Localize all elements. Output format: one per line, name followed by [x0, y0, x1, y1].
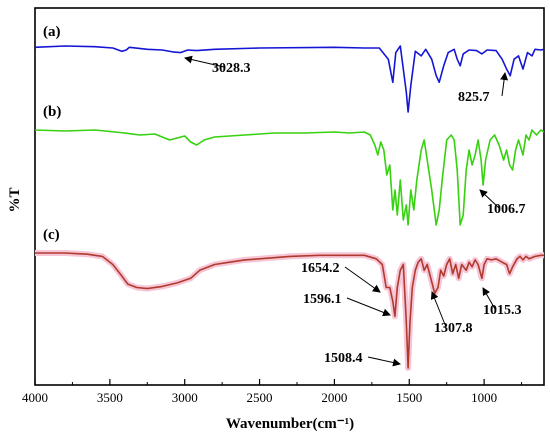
series-c-halo	[35, 250, 544, 371]
x-axis-title: Wavenumber(cm⁻¹)	[226, 416, 354, 432]
series-label-3: (c)	[43, 227, 60, 243]
x-tick-label: 1000	[471, 390, 497, 405]
x-tick-label: 1500	[396, 390, 422, 405]
x-tick-label: 2500	[247, 390, 273, 405]
series-line-2	[34, 129, 545, 226]
annotation-leader	[500, 72, 509, 97]
annotation-leader	[346, 297, 391, 317]
series-line-3	[35, 252, 544, 369]
annotation-leader	[430, 291, 447, 328]
peak-label: 1307.8	[434, 321, 473, 336]
series-line-1	[34, 45, 545, 113]
annotation-leader	[482, 287, 496, 310]
x-axis: 4000 3500 3000 2500 2000 1500 1000	[22, 379, 523, 405]
annotation-layer: 3028.3 825.7 1006.7 1654.2 1596.1 1307.8 1015.…	[184, 55, 526, 367]
x-tick-label: 4000	[22, 390, 48, 405]
series-layer: (a) (b) (c)	[34, 24, 545, 371]
y-axis-title: %T	[7, 187, 23, 212]
annotation-leader	[479, 189, 500, 209]
annotation-leader	[367, 356, 401, 367]
peak-label: 1015.3	[483, 303, 522, 318]
plot-frame	[34, 7, 545, 386]
x-tick-label: 3000	[172, 390, 198, 405]
x-tick-label: 2000	[321, 390, 347, 405]
peak-label: 1654.2	[301, 261, 340, 276]
peak-label: 825.7	[458, 90, 490, 105]
series-label-2: (b)	[43, 104, 61, 120]
series-label-1: (a)	[43, 24, 61, 40]
peak-label: 3028.3	[212, 61, 251, 76]
x-tick-label: 3500	[97, 390, 123, 405]
peak-label: 1006.7	[487, 202, 526, 217]
annotation-leader	[344, 266, 381, 293]
peak-label: 1596.1	[303, 292, 342, 307]
peak-label: 1508.4	[324, 351, 363, 366]
annotation-leader	[184, 55, 225, 68]
